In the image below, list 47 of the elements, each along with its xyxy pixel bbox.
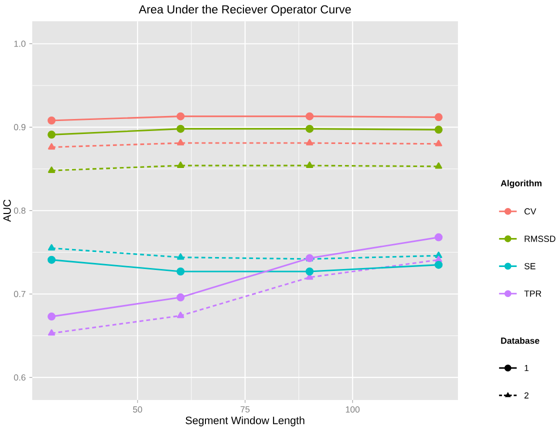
text: 1 xyxy=(524,365,529,372)
chart-title: Area Under the Reciever Operator Curve xyxy=(138,5,351,16)
y-tick-label: 1.0 xyxy=(14,40,26,48)
point xyxy=(48,166,56,174)
point xyxy=(48,143,56,150)
x-axis-title: Segment Window Length xyxy=(186,416,304,427)
y-tick-label: 0.7 xyxy=(14,291,26,298)
y-tick-label: 0.8 xyxy=(14,208,26,214)
point xyxy=(434,126,443,134)
point xyxy=(48,329,56,336)
point xyxy=(306,125,314,134)
point xyxy=(48,312,56,321)
point xyxy=(176,125,185,134)
point xyxy=(176,268,185,276)
point xyxy=(434,113,443,122)
point xyxy=(48,116,56,125)
y-tick-label: 0.6 xyxy=(14,374,26,381)
y-axis-title: AUC xyxy=(3,200,11,222)
point xyxy=(434,261,443,270)
text: Database xyxy=(501,338,540,344)
x-tick-label: 50 xyxy=(133,406,142,413)
legend-label: RMSSD xyxy=(524,236,556,242)
point xyxy=(176,112,185,121)
legend-label: TPR xyxy=(524,290,542,297)
y-tick-label: 0.9 xyxy=(14,124,26,130)
text: 2 xyxy=(524,392,528,399)
point xyxy=(176,294,185,302)
x-tick-label: 75 xyxy=(240,406,250,413)
point xyxy=(306,268,314,276)
point xyxy=(48,256,56,264)
x-tick-label: 100 xyxy=(346,406,360,413)
point xyxy=(435,140,442,146)
point xyxy=(306,112,314,121)
point xyxy=(435,252,442,258)
point xyxy=(306,162,314,168)
point xyxy=(48,130,56,139)
point xyxy=(177,162,184,168)
point xyxy=(306,139,314,146)
legend-title: Algorithm xyxy=(500,180,542,188)
legend-label: SE xyxy=(524,263,536,270)
point xyxy=(177,139,184,146)
point xyxy=(177,312,184,318)
point xyxy=(434,234,443,242)
legend-label: CV xyxy=(524,208,536,215)
point xyxy=(177,254,184,260)
point xyxy=(48,244,56,251)
point xyxy=(435,162,442,169)
